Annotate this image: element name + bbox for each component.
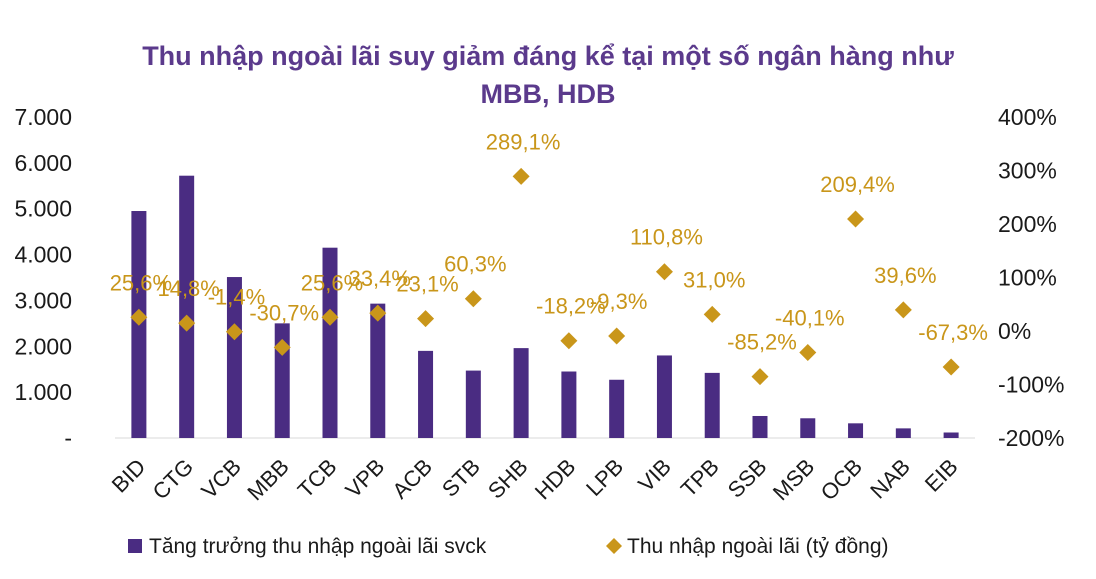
x-tick-label-lpb: LPB	[581, 454, 628, 501]
chart-title-line-2: MBB, HDB	[480, 79, 616, 109]
data-label-vcb: -1,4%	[208, 285, 265, 310]
data-label-ocb: 209,4%	[820, 172, 895, 197]
x-tick-label-ssb: SSB	[723, 454, 772, 503]
bar-vib	[656, 355, 672, 438]
x-tick-label-shb: SHB	[483, 454, 533, 504]
bar-shb	[513, 348, 529, 438]
point-vib	[655, 263, 673, 281]
bar-ctg	[179, 175, 195, 438]
data-label-hdb: -18,2%	[536, 294, 606, 319]
point-bid	[130, 308, 148, 326]
data-label-acb: 23,1%	[396, 272, 458, 297]
x-tick-label-bid: BID	[107, 454, 151, 498]
y-right-tick-label: -100%	[998, 372, 1064, 398]
data-label-shb: 289,1%	[486, 129, 561, 154]
point-mbb	[273, 338, 291, 356]
bar-vpb	[370, 303, 386, 438]
point-msb	[799, 343, 817, 361]
x-tick-label-vib: VIB	[633, 454, 676, 497]
point-lpb	[608, 327, 626, 345]
point-eib	[942, 358, 960, 376]
data-label-lpb: -9,3%	[590, 289, 647, 314]
x-tick-label-vpb: VPB	[341, 454, 390, 503]
point-ocb	[847, 210, 865, 228]
x-tick-label-eib: EIB	[920, 454, 963, 497]
data-label-ctg: 14,8%	[157, 276, 219, 301]
y-left-tick-label: 5.000	[14, 196, 72, 222]
point-tcb	[321, 308, 339, 326]
y-left-tick-label: 1.000	[14, 379, 72, 405]
bar-ocb	[848, 423, 864, 438]
x-tick-label-stb: STB	[437, 454, 485, 502]
x-tick-label-ocb: OCB	[816, 454, 867, 505]
bar-stb	[465, 370, 481, 438]
y-right-tick-label: -200%	[998, 425, 1064, 451]
x-tick-label-msb: MSB	[768, 454, 819, 505]
point-acb	[417, 310, 435, 328]
data-label-ssb: -85,2%	[727, 330, 797, 355]
data-label-vpb: 33,4%	[349, 266, 411, 291]
x-tick-label-vcb: VCB	[196, 454, 246, 504]
y-left-tick-label: 2.000	[14, 333, 72, 359]
bar-lpb	[609, 379, 625, 438]
chart-title-line-1: Thu nhập ngoài lãi suy giảm đáng kể tại …	[142, 41, 954, 71]
x-tick-label-tcb: TCB	[293, 454, 342, 503]
point-stb	[464, 290, 482, 308]
data-label-tcb: 25,6%	[301, 270, 363, 295]
bar-vcb	[226, 277, 242, 438]
legend-marker-points	[606, 538, 622, 554]
y-right-tick-label: 200%	[998, 211, 1057, 237]
y-right-tick-label: 300%	[998, 158, 1057, 184]
legend-label-bars: Tăng trưởng thu nhập ngoài lãi svck	[149, 535, 487, 558]
data-label-bid: 25,6%	[110, 270, 172, 295]
y-left-tick-label: 6.000	[14, 150, 72, 176]
bar-nab	[895, 428, 911, 438]
x-tick-label-nab: NAB	[865, 454, 915, 504]
point-ssb	[751, 368, 769, 386]
y-right-tick-label: 0%	[998, 318, 1031, 344]
bar-tcb	[322, 247, 338, 438]
point-vcb	[225, 323, 243, 341]
x-tick-label-acb: ACB	[387, 454, 437, 504]
y-left-tick-label: 7.000	[14, 104, 72, 130]
point-vpb	[369, 304, 387, 322]
data-label-vib: 110,8%	[630, 225, 703, 250]
data-label-mbb: -30,7%	[249, 300, 319, 325]
y-left-tick-label: 4.000	[14, 242, 72, 268]
y-right-tick-label: 100%	[998, 265, 1057, 291]
y-left-tick-label: -	[64, 425, 72, 451]
y-right-tick-label: 400%	[998, 104, 1057, 130]
x-tick-label-ctg: CTG	[148, 454, 199, 505]
point-hdb	[560, 332, 578, 350]
bar-hdb	[561, 371, 577, 438]
data-label-tpb: 31,0%	[683, 267, 745, 292]
point-ctg	[178, 314, 196, 332]
data-label-msb: -40,1%	[775, 305, 845, 330]
point-nab	[894, 301, 912, 319]
legend-marker-bars	[128, 539, 142, 553]
legend-label-points: Thu nhập ngoài lãi (tỷ đồng)	[627, 535, 889, 558]
bar-eib	[943, 432, 959, 438]
data-label-eib: -67,3%	[918, 320, 988, 345]
bar-tpb	[704, 372, 720, 438]
point-shb	[512, 167, 530, 185]
x-tick-label-mbb: MBB	[242, 454, 293, 505]
bar-acb	[418, 350, 434, 438]
x-tick-label-hdb: HDB	[530, 454, 581, 505]
data-label-nab: 39,6%	[874, 263, 936, 288]
x-tick-label-tpb: TPB	[676, 454, 724, 502]
bar-msb	[800, 418, 816, 438]
point-tpb	[703, 305, 721, 323]
data-label-stb: 60,3%	[444, 252, 506, 277]
y-left-tick-label: 3.000	[14, 287, 72, 313]
bar-ssb	[752, 415, 768, 438]
